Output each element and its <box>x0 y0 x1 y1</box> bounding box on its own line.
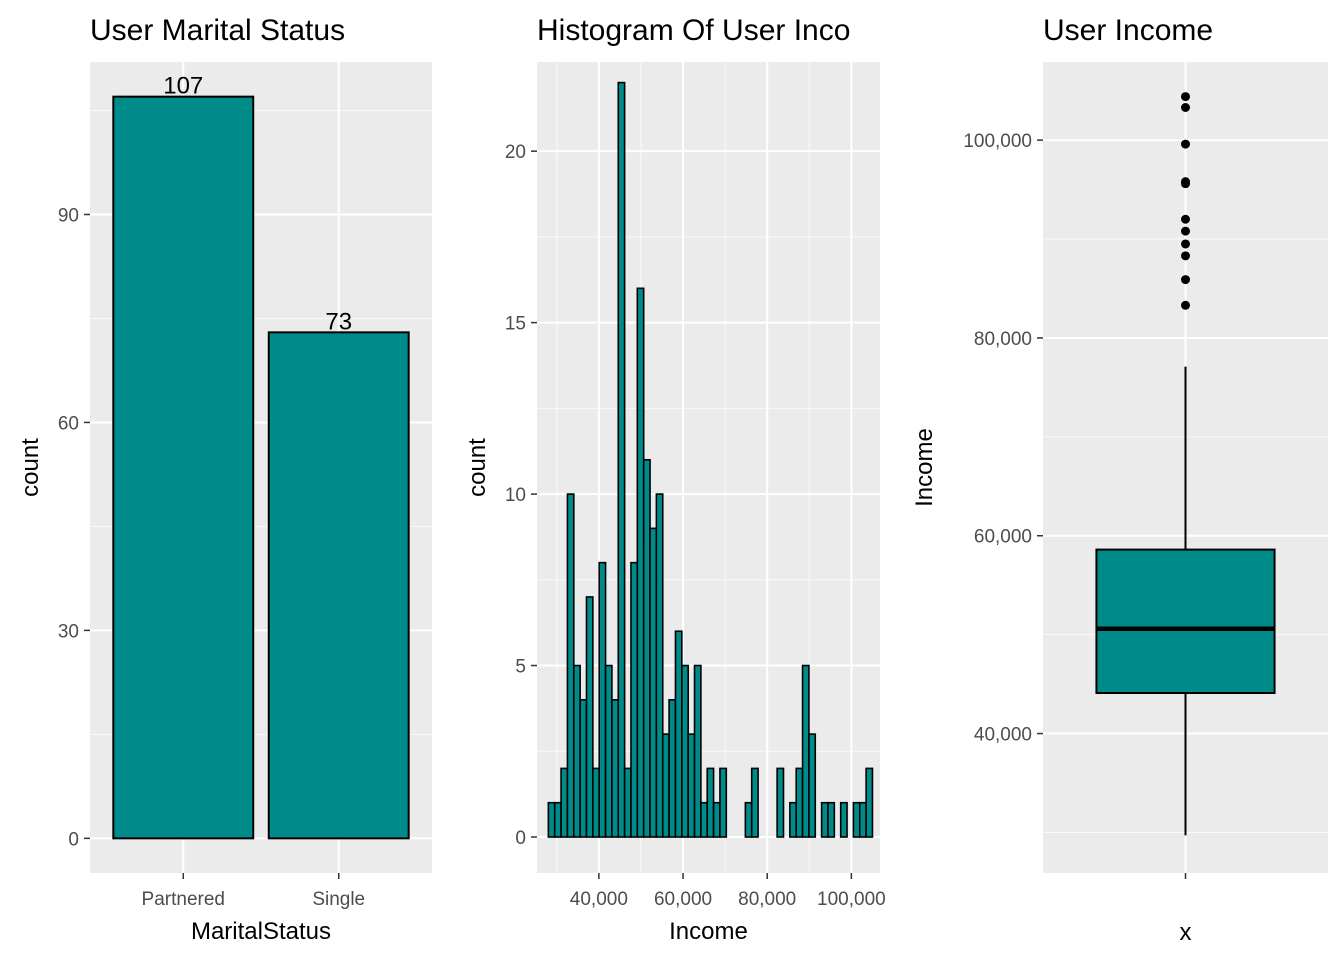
histogram-bar <box>808 733 817 838</box>
histogram-bar <box>795 767 804 838</box>
histogram-bar <box>681 664 689 838</box>
bar <box>112 95 255 840</box>
y-tick-label: 0 <box>515 828 526 849</box>
outlier-point <box>1181 226 1190 236</box>
chart-title: User Income <box>1043 14 1213 47</box>
x-tick-label: Partnered <box>142 889 225 910</box>
chart-title: User Marital Status <box>90 14 345 47</box>
histogram-bar <box>572 664 581 838</box>
histogram-bar <box>700 801 709 838</box>
y-tick-label: 60,000 <box>974 527 1032 548</box>
x-axis-title: MaritalStatus <box>191 918 331 945</box>
y-tick-label: 60 <box>58 413 79 434</box>
histogram-bar <box>852 801 861 838</box>
chart-title: Histogram Of User Inco <box>537 14 850 47</box>
histogram-bar <box>579 699 588 838</box>
histogram-bar <box>789 801 798 838</box>
histogram-bar <box>598 561 607 838</box>
histogram-bar <box>668 699 677 838</box>
histogram-bar <box>706 767 715 838</box>
histogram-bar <box>604 664 613 838</box>
y-tick-label: 40,000 <box>974 725 1032 746</box>
bar <box>267 331 410 840</box>
histogram-bar <box>744 801 753 838</box>
histogram-bar <box>547 801 556 838</box>
histogram-bar <box>801 664 810 838</box>
outlier-point <box>1181 139 1190 149</box>
histogram-bar <box>585 596 594 838</box>
y-axis-title: count <box>464 438 491 497</box>
y-tick-label: 30 <box>58 621 79 642</box>
y-tick-label: 20 <box>505 142 526 163</box>
histogram-bar <box>560 767 569 838</box>
histogram-bar <box>687 733 696 838</box>
y-axis-title: count <box>17 438 44 497</box>
y-tick-label: 100,000 <box>963 131 1032 152</box>
histogram-bar <box>661 733 670 838</box>
histogram-bar <box>674 630 683 838</box>
income-histogram-chart: 0 5 10 15 20 40,000 60,000 80,000 100,000 Histogr… <box>464 14 886 945</box>
histogram-bar <box>636 287 645 838</box>
histogram-bar <box>693 664 702 838</box>
x-tick-label: 100,000 <box>817 889 886 910</box>
y-tick-label: 5 <box>515 657 526 678</box>
histogram-bar <box>858 801 867 838</box>
histogram-bar <box>642 458 651 838</box>
histogram-bar <box>820 801 829 838</box>
x-tick-label: 80,000 <box>738 889 796 910</box>
x-axis-title: x <box>1180 919 1192 946</box>
histogram-bar <box>865 767 874 838</box>
outlier-point <box>1181 239 1190 249</box>
y-tick-label: 90 <box>58 205 79 226</box>
histogram-bar <box>719 767 728 838</box>
y-tick-label: 0 <box>68 829 79 850</box>
y-axis-title: Income <box>911 428 938 507</box>
outlier-point <box>1181 102 1190 112</box>
outlier-point <box>1181 177 1190 187</box>
histogram-bar <box>553 801 562 838</box>
box <box>1095 548 1276 694</box>
histogram-bar <box>566 493 575 838</box>
histogram-bar <box>750 767 759 838</box>
x-tick-label: 40,000 <box>570 889 628 910</box>
outlier-point <box>1181 214 1190 224</box>
y-tick-label: 15 <box>505 314 526 335</box>
histogram-bar <box>611 699 620 838</box>
data-label: 107 <box>163 73 203 100</box>
plot-background <box>537 62 880 873</box>
x-axis-title: Income <box>669 918 748 945</box>
histogram-bar <box>649 527 658 838</box>
x-tick-label: Single <box>312 889 365 910</box>
x-tick-label: 60,000 <box>654 889 712 910</box>
histogram-bar <box>623 767 632 838</box>
histogram-bar <box>712 801 721 838</box>
histogram-bar <box>617 81 626 838</box>
outlier-point <box>1181 300 1190 310</box>
outlier-point <box>1181 275 1190 285</box>
y-tick-label: 10 <box>505 485 526 506</box>
histogram-bar <box>630 561 639 838</box>
income-boxplot-chart: 40,000 60,000 80,000 100,000 User Income x Inc… <box>911 14 1328 946</box>
marital-status-chart: 107 73 0 30 60 90 Partnered Single User Marital … <box>17 14 432 945</box>
outlier-point <box>1181 92 1190 102</box>
histogram-bar <box>592 767 601 838</box>
outlier-point <box>1181 251 1190 261</box>
histogram-bar <box>839 801 848 838</box>
histogram-bar <box>655 493 664 838</box>
histogram-bar <box>776 767 785 838</box>
data-label: 73 <box>325 308 352 335</box>
y-tick-label: 80,000 <box>974 329 1032 350</box>
histogram-bar <box>827 801 836 838</box>
